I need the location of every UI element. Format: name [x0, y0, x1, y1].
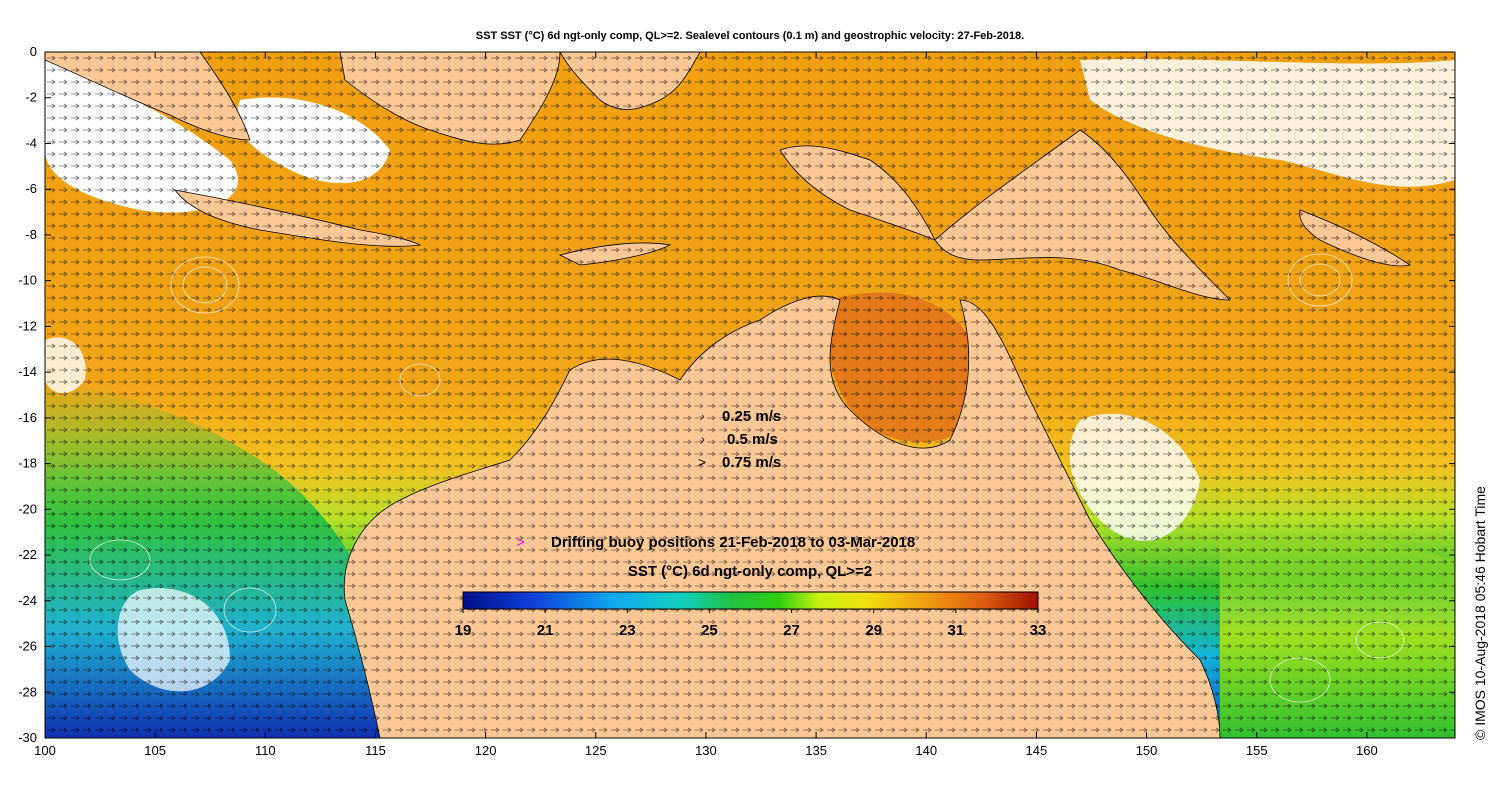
velocity-legend-arrow: › — [701, 434, 705, 446]
y-tick-label: -12 — [18, 318, 37, 333]
x-tick-label: 125 — [585, 743, 607, 758]
buoy-legend: > Drifting buoy positions 21-Feb-2018 to… — [516, 534, 915, 551]
y-tick-label: -18 — [18, 456, 37, 471]
y-tick-label: -6 — [25, 181, 37, 196]
y-tick-label: -10 — [18, 273, 37, 288]
x-tick-label: 110 — [255, 743, 276, 758]
buoy-legend-label: Drifting buoy positions 21-Feb-2018 to 0… — [551, 534, 915, 551]
x-tick-label: 160 — [1356, 743, 1378, 758]
y-tick-label: -28 — [18, 684, 37, 699]
side-credit: © IMOS 10-Aug-2018 05:46 Hobart Time — [1472, 486, 1488, 740]
velocity-legend-label: 0.25 m/s — [722, 408, 781, 425]
colorbar-tick-label: 21 — [537, 622, 554, 639]
colorbar-tick-label: 27 — [783, 622, 800, 639]
colorbar-title: SST (°C) 6d ngt-only comp, QL>=2 — [628, 563, 872, 580]
buoy-symbol-icon: > — [516, 534, 525, 551]
colorbar-tick-label: 33 — [1030, 622, 1047, 639]
velocity-legend-arrow: > — [698, 454, 706, 470]
velocity-legend-arrow: › — [702, 411, 705, 421]
colorbar-tick-label: 29 — [865, 622, 882, 639]
y-tick-label: -22 — [18, 547, 37, 562]
x-tick-label: 100 — [34, 743, 56, 758]
x-tick-label: 120 — [475, 743, 497, 758]
colorbar-gradient — [462, 591, 1039, 610]
y-tick-label: 0 — [30, 44, 37, 59]
y-tick-label: -30 — [18, 730, 37, 745]
colorbar-tick-label: 19 — [455, 622, 472, 639]
x-tick-label: 150 — [1136, 743, 1158, 758]
y-tick-label: -8 — [25, 227, 37, 242]
y-axis: 0 -2 -4 -6 -8 -10 -12 -14 -16 -18 -20 -22 -24 -26 -28 -… — [18, 44, 1455, 745]
velocity-legend-label: 0.75 m/s — [722, 454, 781, 471]
y-tick-label: -26 — [18, 639, 37, 654]
x-tick-label: 130 — [695, 743, 717, 758]
x-tick-label: 140 — [915, 743, 937, 758]
colorbar-tick-label: 25 — [701, 622, 718, 639]
x-tick-label: 145 — [1026, 743, 1048, 758]
y-tick-label: -24 — [18, 593, 37, 608]
x-axis: 100 105 110 115 120 125 130 135 140 145 150 155 160 — [34, 52, 1378, 758]
colorbar-tick-label: 23 — [619, 622, 636, 639]
map-title: SST SST (°C) 6d ngt-only comp, QL>=2. Se… — [475, 30, 1025, 42]
y-tick-label: -2 — [25, 90, 37, 105]
sealevel-contours — [89, 253, 1405, 703]
x-tick-label: 135 — [805, 743, 827, 758]
x-tick-label: 115 — [365, 743, 386, 758]
x-tick-label: 155 — [1246, 743, 1268, 758]
x-tick-label: 105 — [144, 743, 166, 758]
y-tick-label: -16 — [18, 410, 37, 425]
colorbar: SST (°C) 6d ngt-only comp, QL>=2 19 21 23 2… — [455, 563, 1047, 639]
y-tick-label: -20 — [18, 501, 37, 516]
map-frame — [44, 51, 1456, 739]
velocity-legend-label: 0.5 m/s — [727, 431, 778, 448]
velocity-legend: › 0.25 m/s › 0.5 m/s > 0.75 m/s — [698, 408, 781, 471]
y-tick-label: -14 — [18, 364, 37, 379]
colorbar-tick-label: 31 — [948, 622, 965, 639]
velocity-arrow-field — [45, 52, 1455, 738]
y-tick-label: -4 — [25, 135, 37, 150]
